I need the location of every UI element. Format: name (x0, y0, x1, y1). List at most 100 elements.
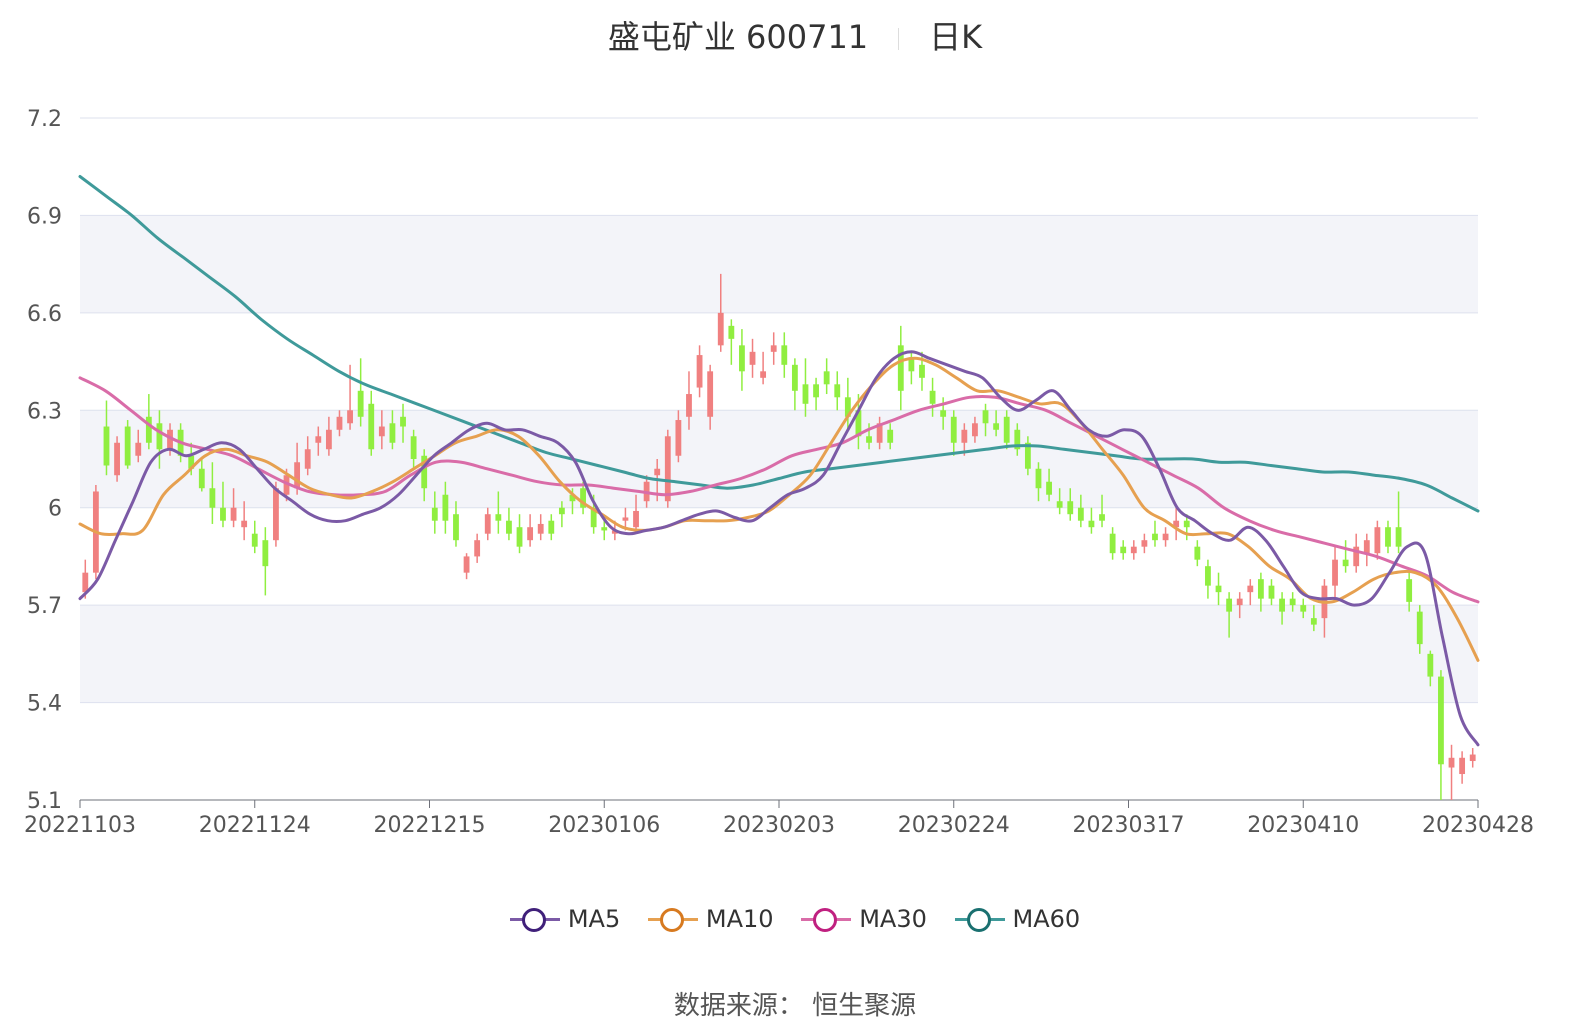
y-tick-label: 7.2 (27, 107, 62, 132)
legend-label-ma60: MA60 (1012, 905, 1081, 933)
candle-body (1183, 520, 1190, 528)
candle-body (961, 429, 968, 443)
grid-band (80, 215, 1478, 313)
candle-body (1363, 540, 1370, 554)
candle-body (982, 410, 989, 424)
ma5-legend-icon (509, 907, 560, 932)
candle-body (1353, 546, 1360, 567)
candle-body (103, 426, 110, 466)
legend-item-ma30[interactable]: MA30 (801, 905, 927, 933)
candle-body (739, 345, 745, 372)
grid-band (80, 605, 1478, 703)
candle-body (1088, 520, 1095, 528)
candle-body (145, 416, 152, 443)
candle-body (1024, 442, 1031, 469)
candle-body (813, 384, 819, 398)
candle-body (834, 384, 841, 398)
candle-body (1205, 566, 1211, 586)
candle-body (1003, 416, 1010, 443)
candle-body (495, 514, 502, 521)
x-tick-label: 20230224 (898, 813, 1010, 838)
candle-body (410, 436, 417, 459)
legend-item-ma5[interactable]: MA5 (509, 905, 621, 933)
candle-body (1448, 757, 1455, 768)
candle-body (1056, 501, 1063, 508)
candle-body (770, 345, 777, 352)
candle-body (442, 494, 449, 521)
candle-body (484, 514, 491, 534)
candle-body (1395, 527, 1402, 547)
y-tick-label: 5.1 (27, 789, 62, 814)
chart-title: 盛屯矿业 600711 日K (0, 12, 1590, 58)
candle-body (686, 394, 692, 417)
x-tick-label: 20221124 (199, 813, 311, 838)
candle-body (188, 455, 195, 469)
candle-body (580, 488, 586, 508)
candle-body (241, 520, 248, 528)
candle-body (347, 410, 353, 424)
candle-body (421, 455, 428, 489)
candle-body (378, 426, 385, 437)
candle-body (1014, 429, 1021, 450)
x-tick-label: 20230410 (1247, 813, 1359, 838)
candle-body (294, 462, 301, 489)
candle-body (1162, 533, 1169, 541)
candle-body (791, 364, 798, 391)
candle-body (654, 468, 661, 476)
candle-body (569, 494, 576, 502)
legend-item-ma60[interactable]: MA60 (954, 905, 1081, 933)
legend-label-ma5: MA5 (567, 905, 621, 933)
series-line-ma30 (78, 376, 1480, 604)
data-source: 数据来源： 恒生聚源 (673, 991, 917, 1021)
period-label: 日K (929, 18, 983, 56)
candle-body (453, 514, 459, 541)
candle-body (972, 423, 978, 437)
x-tick-label: 20230428 (1422, 813, 1534, 838)
candle-body (1374, 527, 1381, 554)
candle-body (1109, 533, 1116, 554)
y-tick-label: 6.9 (27, 204, 62, 229)
candle-body (633, 510, 639, 528)
candle-body (325, 429, 332, 450)
candle-body (601, 527, 608, 531)
candle-body (474, 540, 481, 557)
candle-body (611, 530, 618, 534)
candle-body (1416, 611, 1423, 645)
y-tick-label: 5.7 (27, 594, 62, 619)
candle-body (622, 517, 629, 521)
stock-name: 盛屯矿业 600711 (607, 18, 869, 56)
series-line-ma60 (78, 175, 1480, 513)
candle-body (82, 572, 89, 593)
x-tick-label: 20230317 (1073, 813, 1185, 838)
legend: MA5 MA10 MA30 MA60 (0, 905, 1590, 937)
candle-body (1046, 481, 1052, 495)
series-line-ma10 (78, 356, 1480, 662)
candle-body (1459, 757, 1466, 775)
candle-body (262, 540, 269, 567)
candle-body (400, 416, 406, 427)
title-separator (898, 28, 900, 50)
candle-body (823, 371, 830, 385)
candle-body (707, 371, 714, 417)
x-tick-label: 20221215 (374, 813, 486, 838)
candle-body (749, 351, 756, 365)
ma30-legend-icon (801, 907, 852, 932)
candle-body (506, 520, 512, 534)
candle-body (1469, 754, 1476, 762)
candle-body (717, 312, 724, 346)
candle-body (887, 429, 894, 443)
candle-body (1289, 598, 1296, 606)
candle-body (908, 358, 915, 372)
x-tick-label: 20230203 (723, 813, 835, 838)
candle-body (336, 416, 343, 430)
candle-body (866, 436, 872, 443)
y-tick-label: 6 (48, 497, 62, 522)
candle-body (1173, 520, 1180, 528)
candle-body (855, 410, 862, 437)
candle-body (156, 423, 163, 450)
candle-body (558, 507, 565, 515)
candle-body (230, 507, 237, 521)
candle-body (950, 416, 957, 443)
candle-body (1099, 514, 1105, 521)
legend-item-ma10[interactable]: MA10 (647, 905, 774, 933)
